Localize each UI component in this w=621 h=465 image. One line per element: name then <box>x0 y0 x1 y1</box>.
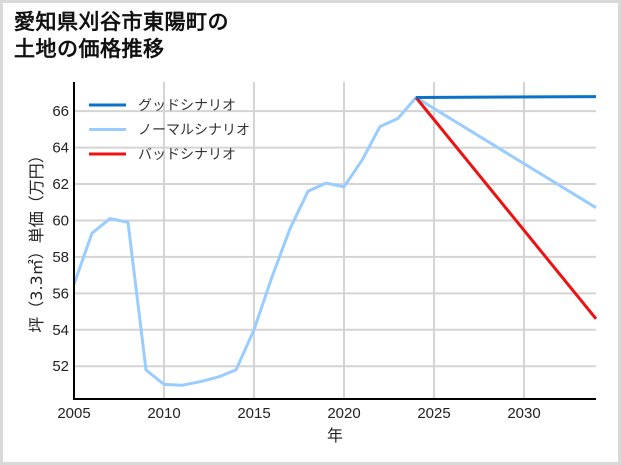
x-tick-label: 2005 <box>57 405 90 422</box>
y-axis-label: 坪（3.3㎡）単価（万円） <box>27 147 46 332</box>
chart-title-line2: 土地の価格推移 <box>14 37 165 61</box>
y-tick-label: 58 <box>52 249 69 266</box>
x-tick-label: 2025 <box>417 405 450 422</box>
axes <box>73 82 596 400</box>
y-tick-label: 66 <box>52 103 69 120</box>
x-axis-label: 年 <box>327 426 343 445</box>
legend-label: バッドシナリオ <box>138 147 236 163</box>
series-lines <box>72 95 598 387</box>
legend-item: ノーマルシナリオ <box>89 123 250 139</box>
chart-title: 愛知県刈谷市東陽町の 土地の価格推移 <box>14 9 229 63</box>
y-tick-labels: 52 54 56 58 60 62 64 66 <box>52 103 69 375</box>
legend-item: グッドシナリオ <box>89 98 236 114</box>
chart-title-line1: 愛知県刈谷市東陽町の <box>14 10 229 34</box>
series-line <box>72 96 597 387</box>
x-tick-label: 2030 <box>507 405 540 422</box>
x-tick-label: 2015 <box>237 405 270 422</box>
x-tick-label: 2010 <box>147 405 180 422</box>
y-tick-label: 56 <box>52 285 69 302</box>
y-tick-label: 64 <box>52 140 69 157</box>
y-tick-label: 52 <box>52 358 69 375</box>
series-line <box>414 96 598 320</box>
y-tick-label: 60 <box>52 212 69 229</box>
legend-label: グッドシナリオ <box>138 98 236 114</box>
x-tick-labels: 2005 2010 2015 2020 2025 2030 <box>57 405 540 422</box>
x-tick-label: 2020 <box>327 405 360 422</box>
legend-label: ノーマルシナリオ <box>138 123 250 139</box>
legend-item: バッドシナリオ <box>89 147 236 163</box>
y-tick-label: 54 <box>52 322 69 339</box>
y-tick-label: 62 <box>52 176 69 193</box>
series-line <box>415 95 597 99</box>
